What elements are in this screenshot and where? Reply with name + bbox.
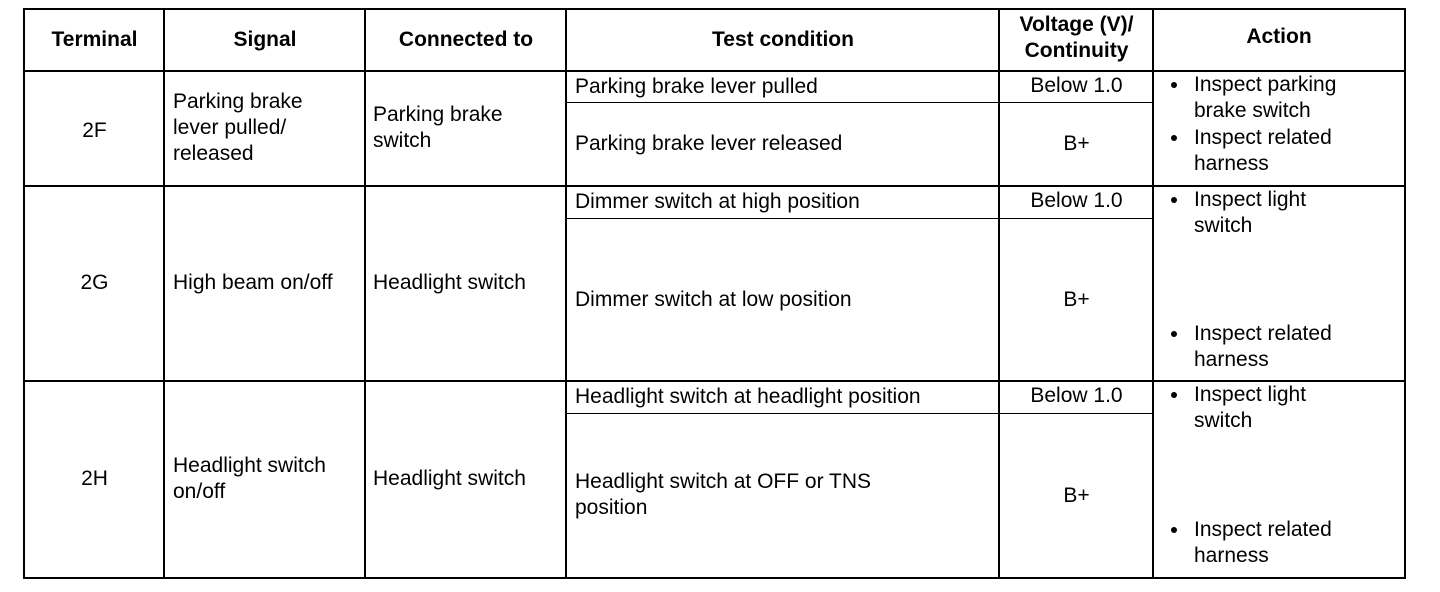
action-line: harness (1194, 544, 1269, 567)
action-item: Inspect related harness (1166, 125, 1332, 177)
signal-line: released (173, 142, 254, 165)
signal-line: Headlight switch (173, 454, 326, 477)
voltage-cell: Below 1.0 (1030, 189, 1123, 212)
signal-cell: High beam on/off (173, 271, 333, 294)
subrow-divider (565, 102, 1154, 103)
table-border-top (23, 8, 1406, 10)
action-line: Inspect related (1194, 126, 1332, 149)
action-item: Inspect light switch (1166, 187, 1306, 239)
test-condition-cell: Headlight switch at OFF or TNS position (575, 469, 871, 521)
action-line: brake switch (1194, 99, 1311, 122)
action-line: switch (1194, 214, 1253, 237)
signal-line: Parking brake (173, 90, 303, 113)
row-divider (23, 185, 1406, 187)
column-divider (163, 8, 165, 579)
header-action: Action (1246, 25, 1312, 48)
test-condition-cell: Headlight switch at headlight position (575, 385, 921, 408)
header-voltage: Voltage (V)/ Continuity (1000, 12, 1153, 64)
header-terminal: Terminal (51, 28, 138, 51)
action-line: Inspect related (1194, 518, 1332, 541)
header-divider (23, 70, 1406, 72)
header-voltage-line2: Continuity (1024, 39, 1129, 62)
test-condition-cell: Parking brake lever pulled (575, 75, 818, 98)
action-line: Inspect related (1194, 322, 1332, 345)
test-condition-cell: Parking brake lever released (575, 132, 843, 155)
subrow-divider (565, 413, 1154, 414)
connected-to-line: switch (373, 129, 432, 152)
header-signal: Signal (233, 28, 297, 51)
row-divider (23, 380, 1406, 382)
voltage-cell: B+ (1063, 288, 1090, 311)
action-line: Inspect parking (1194, 73, 1337, 96)
action-line: switch (1194, 409, 1253, 432)
column-divider (1152, 8, 1154, 579)
action-item: Inspect related harness (1166, 321, 1332, 373)
signal-cell: Parking brake lever pulled/ released (173, 89, 303, 167)
action-item: Inspect related harness (1166, 517, 1332, 569)
connected-to-cell: Parking brake switch (373, 102, 503, 154)
table-border-left (23, 8, 25, 579)
terminal-cell: 2H (81, 467, 108, 490)
column-divider (565, 8, 567, 579)
action-line: harness (1194, 348, 1269, 371)
terminal-cell: 2F (82, 119, 107, 142)
signal-line: on/off (173, 480, 226, 503)
voltage-cell: Below 1.0 (1030, 384, 1123, 407)
table-border-right (1404, 8, 1406, 579)
header-voltage-line1: Voltage (V)/ (1019, 13, 1134, 36)
action-item: Inspect parking brake switch (1166, 72, 1336, 124)
connected-to-cell: Headlight switch (373, 467, 526, 490)
voltage-cell: B+ (1063, 132, 1090, 155)
header-connected-to: Connected to (398, 28, 534, 51)
column-divider (998, 8, 1000, 579)
action-line: Inspect light (1194, 383, 1307, 406)
action-item: Inspect light switch (1166, 382, 1306, 434)
action-line: harness (1194, 152, 1269, 175)
column-divider (364, 8, 366, 579)
signal-cell: Headlight switch on/off (173, 453, 326, 505)
voltage-cell: Below 1.0 (1030, 74, 1123, 97)
test-condition-cell: Dimmer switch at high position (575, 190, 860, 213)
header-test-condition: Test condition (712, 28, 854, 51)
test-condition-cell: Dimmer switch at low position (575, 288, 852, 311)
signal-line: lever pulled/ (173, 116, 287, 139)
connected-to-cell: Headlight switch (373, 271, 526, 294)
action-line: Inspect light (1194, 188, 1307, 211)
connected-to-line: Parking brake (373, 103, 503, 126)
terminal-cell: 2G (80, 271, 109, 294)
voltage-cell: B+ (1063, 484, 1090, 507)
test-condition-line: Headlight switch at OFF or TNS (575, 470, 872, 493)
table-border-bottom (23, 577, 1406, 579)
test-condition-line: position (575, 496, 648, 519)
subrow-divider (565, 218, 1154, 219)
